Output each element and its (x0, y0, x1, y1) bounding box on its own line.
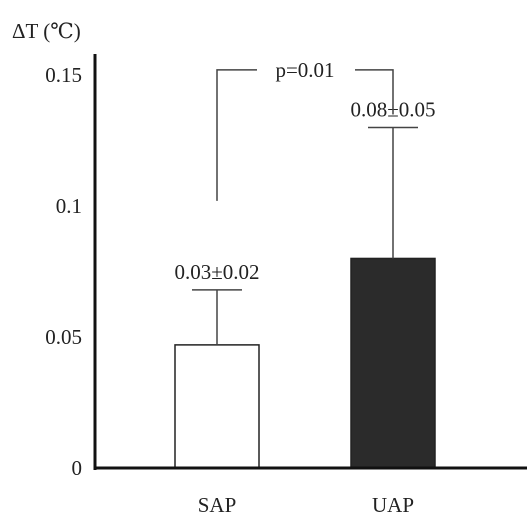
significance-bracket-right (355, 69, 394, 115)
y-tick-label-3: 0.15 (45, 63, 82, 87)
y-tick-label-1: 0.05 (45, 325, 82, 349)
significance-bracket-left (216, 69, 257, 201)
y-axis-label: ΔT (℃) (12, 19, 81, 43)
x-tick-label-sap: SAP (198, 493, 237, 516)
significance-label: p=0.01 (275, 58, 334, 82)
x-tick-label-uap: UAP (372, 493, 414, 516)
y-ticks: 0 0.05 0.1 0.15 (45, 63, 82, 480)
data-label-sap: 0.03±0.02 (174, 260, 259, 284)
x-tick-labels: SAP UAP (198, 493, 414, 516)
y-tick-label-2: 0.1 (56, 194, 82, 218)
chart-marks: 0.03±0.020.08±0.05p=0.01 (174, 58, 436, 469)
y-tick-label-0: 0 (72, 456, 83, 480)
bar-sap (174, 344, 260, 469)
bar-uap (350, 257, 436, 469)
